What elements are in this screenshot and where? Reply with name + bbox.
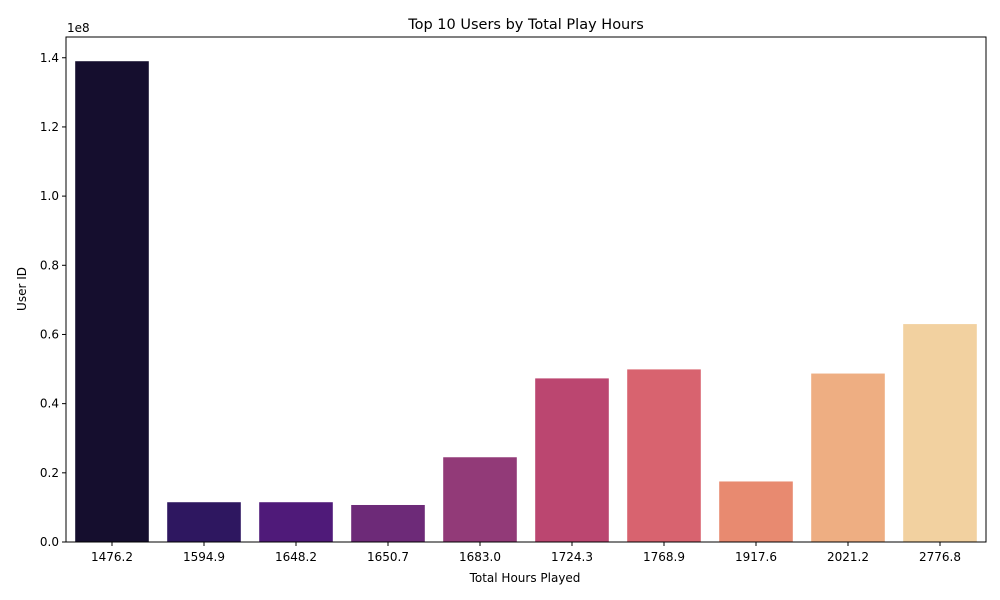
x-tick-label: 1683.0 — [459, 550, 501, 564]
bar-1917.6 — [719, 481, 793, 542]
bar-1648.2 — [259, 502, 333, 542]
x-tick-label: 1648.2 — [275, 550, 317, 564]
bar-2021.2 — [811, 373, 885, 542]
x-tick-label: 1768.9 — [643, 550, 685, 564]
x-tick-label: 1724.3 — [551, 550, 593, 564]
y-tick-label: 0.8 — [40, 258, 59, 272]
y-tick-label: 0.2 — [40, 466, 59, 480]
bar-1683.0 — [443, 457, 517, 542]
x-tick-label: 1917.6 — [735, 550, 777, 564]
x-tick-label: 1476.2 — [91, 550, 133, 564]
chart-title: Top 10 Users by Total Play Hours — [407, 17, 644, 33]
bar-1768.9 — [627, 369, 701, 542]
plot-frame — [65, 36, 987, 543]
y-axis-label: User ID — [15, 267, 29, 311]
bar-1724.3 — [535, 378, 609, 542]
bar-1650.7 — [351, 504, 425, 542]
x-tick-label: 2776.8 — [919, 550, 961, 564]
x-tick-label: 1594.9 — [183, 550, 225, 564]
y-axis-offset-label: 1e8 — [67, 21, 90, 35]
y-tick-label: 1.4 — [40, 51, 59, 65]
bars-group — [75, 61, 977, 542]
y-tick-label: 1.0 — [40, 189, 59, 203]
x-tick-label: 1650.7 — [367, 550, 409, 564]
x-axis-ticks: 1476.2 1594.9 1648.2 1650.7 1683.0 1724.3 1768… — [91, 542, 961, 564]
bar-2776.8 — [903, 324, 977, 542]
y-tick-label: 1.2 — [40, 120, 59, 134]
y-tick-label: 0.4 — [40, 397, 59, 411]
y-axis-ticks: 0.0 0.2 0.4 0.6 0.8 1.0 1.2 1.4 — [40, 51, 66, 549]
x-tick-label: 2021.2 — [827, 550, 869, 564]
bar-1476.2 — [75, 61, 149, 542]
y-tick-label: 0.0 — [40, 535, 59, 549]
y-tick-label: 0.6 — [40, 327, 59, 341]
bar-1594.9 — [167, 502, 241, 542]
x-axis-label: Total Hours Played — [469, 571, 581, 585]
